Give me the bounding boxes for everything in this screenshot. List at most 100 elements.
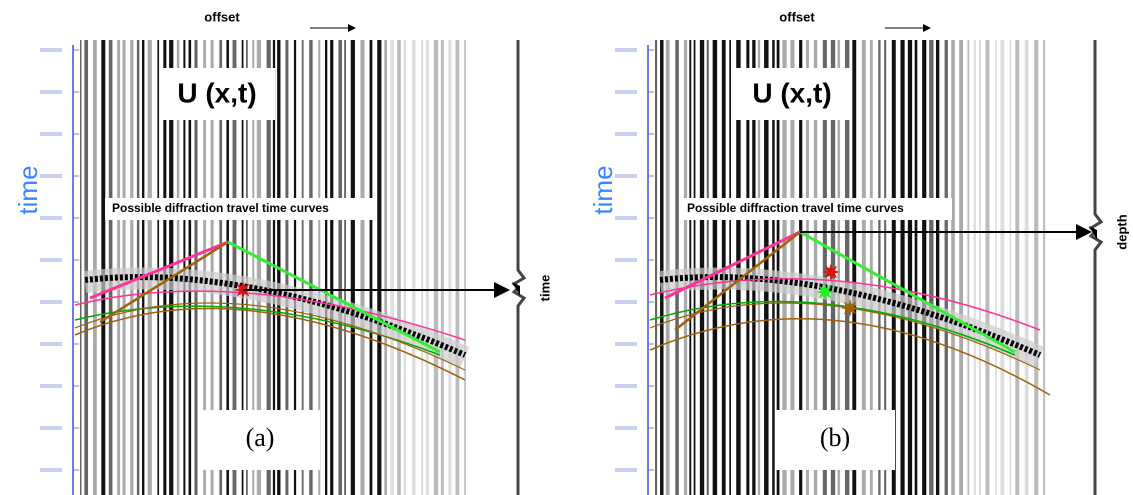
annotation: Possible diffraction travel time curves xyxy=(687,201,904,215)
trace-stripe xyxy=(137,40,140,495)
trace-stripe xyxy=(655,40,657,495)
trace-stripe xyxy=(929,40,933,495)
tick-label-blur xyxy=(615,90,637,94)
trace-stripe xyxy=(456,40,460,495)
trace-stripe xyxy=(117,40,120,495)
trace-stripe xyxy=(707,40,709,495)
tick-label-blur xyxy=(615,132,637,136)
tick-label-blur xyxy=(615,384,637,388)
trace-stripe xyxy=(448,40,451,495)
offset-label: offset xyxy=(779,9,815,24)
tick-label-blur xyxy=(40,90,62,94)
tick-label-blur xyxy=(615,258,637,262)
field-label: U (x,t) xyxy=(177,77,256,108)
trace xyxy=(514,40,524,495)
tick-label-blur xyxy=(40,342,62,346)
trace-stripe xyxy=(666,40,670,495)
trace-stripe xyxy=(986,40,990,495)
tick-label-blur xyxy=(40,174,62,178)
trace-stripe xyxy=(421,40,423,495)
trace-stripe xyxy=(1009,40,1011,495)
trace-stripe xyxy=(157,40,159,495)
tick-label-blur xyxy=(615,468,637,472)
trace-stripe xyxy=(974,40,976,495)
panel-label: (b) xyxy=(820,423,850,452)
trace-stripe xyxy=(109,40,113,495)
trace-stripe xyxy=(338,40,342,495)
star xyxy=(816,283,834,301)
tick-label-blur xyxy=(40,384,62,388)
tick-label-blur xyxy=(615,216,637,220)
trace-stripe xyxy=(84,40,88,495)
trace-label: depth xyxy=(1114,214,1129,249)
trace-stripe xyxy=(995,40,997,495)
tick-label-blur xyxy=(40,468,62,472)
trace-stripe xyxy=(101,40,105,495)
tick-label-blur xyxy=(615,174,637,178)
trace-stripe xyxy=(1000,40,1004,495)
trace-stripe xyxy=(351,40,355,495)
star xyxy=(822,263,840,281)
trace-stripe xyxy=(404,40,406,495)
trace-stripe xyxy=(464,40,466,495)
trace-stripe xyxy=(684,40,687,495)
trace-stripe xyxy=(80,40,82,495)
trace-stripe xyxy=(434,40,438,495)
field-label: U (x,t) xyxy=(752,77,831,108)
trace-stripe xyxy=(130,40,133,495)
trace-stripe xyxy=(1015,40,1019,495)
panel: time offset U (x,t) Possible diffraction tr… xyxy=(13,9,553,495)
trace-stripe xyxy=(1034,40,1038,495)
tick-label-blur xyxy=(40,426,62,430)
trace-stripe xyxy=(1025,40,1029,495)
trace-stripe xyxy=(675,40,679,495)
trace xyxy=(1091,40,1101,495)
trace-stripe xyxy=(979,40,981,495)
trace-stripe xyxy=(123,40,126,495)
trace-stripe xyxy=(936,40,939,495)
trace-stripe xyxy=(922,40,926,495)
trace-stripe xyxy=(377,40,381,495)
trace-stripe xyxy=(915,40,918,495)
trace-stripe xyxy=(344,40,346,495)
tick-label-blur xyxy=(40,132,62,136)
page: {"panels": [ {"offset_label": "offset", … xyxy=(0,0,1133,495)
trace-stripe xyxy=(93,40,97,495)
trace-stripe xyxy=(370,40,373,495)
tick-label-blur xyxy=(615,48,637,52)
star xyxy=(841,299,859,317)
trace-stripe xyxy=(325,40,327,495)
panel-label: (a) xyxy=(246,423,275,452)
trace-stripe xyxy=(1043,40,1045,495)
trace-label: time xyxy=(537,275,552,302)
trace-stripe xyxy=(908,40,912,495)
trace-stripe xyxy=(900,40,904,495)
trace-stripe xyxy=(660,40,663,495)
trace-stripe xyxy=(148,40,152,495)
trace-stripe xyxy=(951,40,955,495)
trace-stripe xyxy=(967,40,969,495)
trace-stripe xyxy=(700,40,704,495)
offset-label: offset xyxy=(204,9,240,24)
trace-stripe xyxy=(689,40,691,495)
panel: time offset U (x,t) Possible diffraction tr… xyxy=(588,9,1130,495)
trace-stripe xyxy=(694,40,696,495)
tick-label-blur xyxy=(40,48,62,52)
tick-label-blur xyxy=(615,300,637,304)
tick-label-blur xyxy=(40,258,62,262)
trace-stripe xyxy=(426,40,429,495)
trace-stripe xyxy=(441,40,444,495)
trace-stripe xyxy=(330,40,333,495)
trace-stripe xyxy=(397,40,401,495)
tick-label-blur xyxy=(40,216,62,220)
trace-stripe xyxy=(959,40,963,495)
axis-label: time xyxy=(588,165,618,214)
trace-stripe xyxy=(360,40,364,495)
tick-label-blur xyxy=(40,300,62,304)
trace-stripe xyxy=(142,40,144,495)
trace-stripe xyxy=(945,40,948,495)
annotation: Possible diffraction travel time curves xyxy=(112,201,329,215)
trace-stripe xyxy=(713,40,717,495)
axis-label: time xyxy=(13,165,43,214)
figure: time offset U (x,t) Possible diffraction tr… xyxy=(0,0,1133,495)
